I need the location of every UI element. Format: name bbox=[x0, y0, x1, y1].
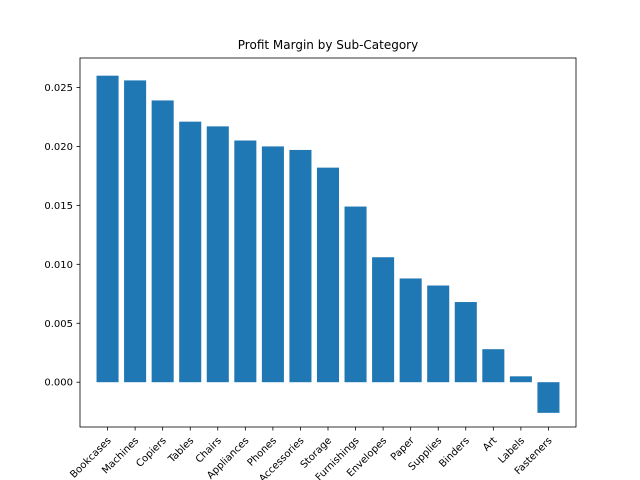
bar-phones bbox=[261, 146, 284, 383]
bar-copiers bbox=[151, 100, 174, 383]
bar-supplies bbox=[427, 285, 450, 383]
bar-bookcases bbox=[96, 75, 119, 383]
bar-envelopes bbox=[372, 257, 395, 383]
x-tick-label: Tables bbox=[166, 435, 196, 465]
x-axis: BookcasesMachinesCopiersTablesChairsAppl… bbox=[68, 427, 555, 480]
y-tick-label: 0.005 bbox=[44, 319, 73, 330]
y-tick-label: 0.000 bbox=[44, 378, 73, 389]
bar-chairs bbox=[206, 126, 229, 383]
axes-frame bbox=[79, 57, 577, 428]
chart-title: Profit Margin by Sub-Category bbox=[238, 38, 418, 52]
bar-binders bbox=[454, 302, 477, 383]
bar-appliances bbox=[234, 140, 257, 383]
bar-paper bbox=[399, 278, 422, 383]
y-axis: 0.000 0.005 0.010 0.015 0.020 0.025 bbox=[44, 83, 80, 389]
x-tick-label: Copiers bbox=[134, 435, 168, 469]
bar-tables bbox=[179, 121, 202, 383]
bar-machines bbox=[124, 80, 147, 383]
x-tick-label: Art bbox=[481, 435, 499, 453]
bar-accessories bbox=[289, 149, 312, 383]
y-tick-label: 0.010 bbox=[44, 260, 73, 271]
x-tick-label: Binders bbox=[437, 435, 472, 470]
bar-storage bbox=[316, 167, 340, 383]
bar-furnishings bbox=[344, 206, 367, 383]
bar-art bbox=[482, 349, 505, 383]
y-tick-label: 0.020 bbox=[44, 142, 73, 153]
y-tick-label: 0.025 bbox=[44, 83, 73, 94]
y-tick-label: 0.015 bbox=[44, 201, 73, 212]
bars-group bbox=[96, 75, 560, 413]
bar-labels bbox=[509, 376, 532, 383]
bar-fasteners bbox=[537, 382, 560, 413]
